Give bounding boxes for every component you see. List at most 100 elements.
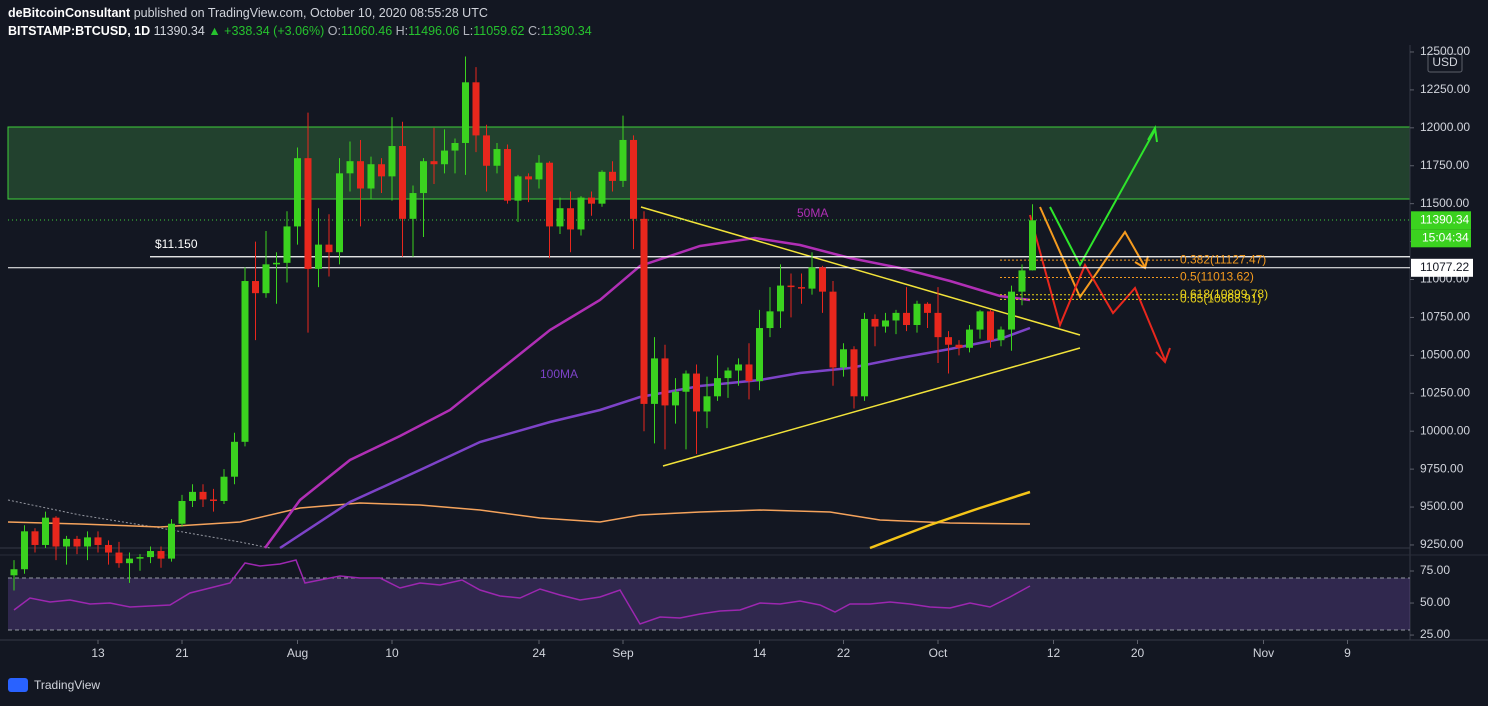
currency-box: [1427, 53, 1463, 73]
candle-body: [42, 517, 49, 545]
candle-body: [168, 523, 175, 559]
candle-body: [189, 491, 196, 501]
candle-body: [52, 517, 60, 547]
label: L:: [462, 24, 474, 38]
candle-body: [420, 161, 427, 194]
candle-body: [451, 142, 459, 151]
candle-body: [787, 285, 795, 288]
candle-body: [661, 358, 669, 406]
candle-body: [535, 162, 543, 180]
open: 11060.46: [340, 24, 393, 38]
candle-body: [462, 82, 469, 143]
ma50-line: [263, 236, 1031, 549]
rsi-band: [8, 578, 1410, 630]
candle-body: [31, 531, 39, 545]
y-tick-label: 12500.00: [1420, 44, 1470, 58]
candle-body: [955, 344, 963, 348]
candle-body: [945, 337, 952, 345]
candle-body: [976, 311, 984, 330]
y-tick-label: 10500.00: [1420, 348, 1470, 362]
candle-body: [346, 161, 354, 174]
candle-body: [850, 349, 858, 397]
candle-body: [504, 149, 511, 201]
x-tick-label: 14: [753, 646, 767, 660]
candle-body: [682, 373, 690, 392]
close: 11390.34: [540, 24, 592, 38]
countdown: 15:04:34: [1422, 230, 1469, 244]
last: 11390.34: [153, 24, 205, 38]
candle-body: [819, 267, 826, 292]
rsi-tick-label: 75.00: [1420, 563, 1450, 577]
candle-body: [325, 244, 333, 253]
candle-body: [157, 551, 165, 559]
candle-body: [10, 569, 18, 576]
candle-body: [871, 318, 879, 327]
candle-body: [1029, 220, 1036, 271]
price-line-box: [1411, 258, 1473, 277]
candle-body: [147, 551, 154, 558]
candle-body: [514, 176, 522, 201]
candle-body: [1018, 270, 1026, 292]
candle-body: [892, 312, 900, 321]
candle-body: [430, 161, 438, 165]
candle-body: [21, 531, 28, 570]
candle-body: [84, 537, 91, 547]
brand: TradingView: [34, 678, 100, 692]
low: 11059.62: [473, 24, 525, 38]
published: published on TradingView.com, October 10…: [133, 6, 488, 20]
author: deBitcoinConsultant: [8, 6, 131, 20]
candle-body: [136, 557, 144, 559]
trend-line: [7, 499, 271, 549]
resistance-zone: [7, 126, 1411, 200]
candle-body: [73, 538, 81, 547]
x-tick-label: Aug: [287, 646, 308, 660]
candle-body: [619, 139, 627, 181]
candle-body: [861, 318, 868, 397]
candle-body: [735, 364, 742, 371]
candle-body: [609, 171, 616, 181]
candle-body: [882, 320, 889, 327]
ma50-label: 50MA: [797, 206, 828, 220]
y-tick-label: 10250.00: [1420, 385, 1470, 399]
y-tick-label: 9500.00: [1420, 499, 1464, 513]
brand-logo: [8, 678, 28, 692]
volume-ma-fast: [869, 490, 1031, 550]
candle-body: [924, 303, 931, 313]
candle-body: [556, 208, 564, 227]
candle-body: [903, 312, 910, 326]
candle-body: [724, 370, 732, 379]
rsi-tick-label: 25.00: [1420, 627, 1450, 641]
candle-body: [777, 285, 784, 312]
arrow-head: [1147, 125, 1158, 143]
high: 11496.06: [408, 24, 460, 38]
candle-body: [283, 226, 291, 263]
candle-body: [472, 82, 480, 136]
x-tick-label: 22: [837, 646, 851, 660]
candle-body: [115, 552, 123, 564]
header-line: deBitcoinConsultant published on Trading…: [8, 6, 488, 20]
candle-body: [273, 262, 280, 265]
last-price-box: [1411, 211, 1471, 230]
y-tick-label: 10000.00: [1420, 423, 1470, 437]
y-tick-label: 11750.00: [1420, 158, 1469, 172]
candle-body: [262, 264, 270, 294]
candle-body: [693, 373, 700, 412]
candle-body: [934, 312, 942, 338]
candle-body: [199, 491, 207, 500]
candle-body: [829, 291, 837, 368]
label: C:: [527, 24, 541, 38]
label: O:: [327, 24, 341, 38]
x-tick-label: 20: [1131, 646, 1145, 660]
candle-body: [367, 164, 375, 189]
candle-body: [336, 173, 343, 253]
x-tick-label: Oct: [929, 646, 948, 660]
candle-body: [987, 311, 994, 341]
candle-body: [126, 558, 133, 564]
red-path: [1029, 214, 1166, 361]
fib-label: 0.5(11013.62): [1180, 270, 1254, 284]
candle-body: [525, 176, 532, 180]
candle-body: [63, 538, 70, 547]
candle-body: [105, 544, 112, 553]
candle-body: [577, 197, 585, 230]
rsi-tick-label: 50.00: [1420, 595, 1450, 609]
